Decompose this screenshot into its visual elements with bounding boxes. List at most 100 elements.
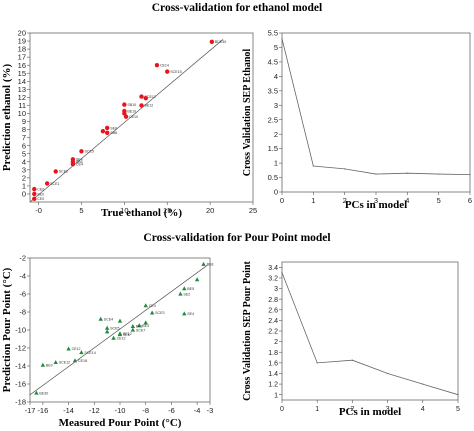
y-tick-label: 1	[274, 392, 278, 399]
series-line	[281, 38, 471, 176]
data-point	[143, 303, 148, 308]
x-tick-label: 6	[468, 196, 472, 205]
data-point	[53, 360, 58, 364]
data-point	[34, 390, 39, 395]
series-line	[281, 272, 459, 396]
y-tick-label: 2.5	[268, 115, 278, 124]
y-axis-label: Cross Validation SEP Pour Point	[242, 260, 253, 400]
data-point-label: CE12	[117, 336, 126, 340]
series-point	[438, 173, 440, 175]
y-tick-label: 12	[18, 93, 26, 102]
data-point	[130, 327, 136, 332]
data-point-label: SB10	[127, 103, 136, 107]
y-tick-label: -14	[15, 362, 26, 371]
x-tick-label: 2	[343, 196, 347, 205]
data-point	[182, 286, 187, 291]
y-tick-label: 1	[274, 159, 278, 168]
y-tick-label: 3	[274, 286, 278, 293]
data-point	[143, 320, 148, 325]
data-point-label: SE0	[37, 192, 44, 196]
y-tick-label: 0	[22, 190, 26, 199]
x-tick-label: -16	[37, 406, 48, 415]
series-point	[375, 173, 377, 175]
y-tick-label: 9	[22, 117, 26, 126]
series-point	[457, 394, 459, 396]
data-point	[137, 323, 142, 328]
data-point-label: SE2	[183, 292, 190, 296]
data-point-label: SB8	[110, 131, 117, 135]
data-point-label: SE4	[76, 158, 83, 162]
y-tick-label: 1.4	[268, 371, 278, 378]
data-point-label: CE4	[76, 162, 83, 166]
y-tick-label: 1.8	[268, 350, 278, 357]
y-tick-label: 4	[22, 157, 26, 166]
y-tick-label: 2.2	[268, 329, 278, 336]
data-point-label: CE14	[160, 63, 169, 67]
data-point	[143, 95, 148, 101]
series-point	[344, 168, 346, 170]
y-tick-label: 2.6	[268, 307, 278, 314]
y-axis-label: Prediction ethanol (%)	[1, 63, 13, 171]
x-tick-label: 10	[120, 206, 128, 215]
y-tick-label: 5	[274, 43, 278, 52]
y-tick-label: 7	[22, 133, 26, 142]
pourpoint-sep-plot: 0 1 2 3 4 511.21.41.61.822.22.42.62.833.23.4P…	[242, 260, 460, 418]
x-axis-label: True ethanol (%)	[101, 207, 182, 219]
x-tick-label: -3	[207, 406, 214, 415]
y-tick-label: -10	[15, 326, 26, 335]
y-tick-label: 1.6	[268, 360, 278, 367]
y-tick-label: -16	[15, 380, 26, 389]
y-tick-label: 2.4	[268, 318, 278, 325]
y-tick-label: 13	[18, 85, 26, 94]
data-point	[122, 102, 127, 107]
data-point	[104, 130, 110, 135]
y-tick-label: 14	[18, 77, 26, 86]
x-tick-label: 1	[311, 196, 315, 205]
x-tick-label: 5	[456, 406, 460, 413]
x-tick-label: 20	[206, 206, 214, 215]
data-point-label: BE5	[187, 287, 194, 291]
data-point	[79, 350, 84, 355]
y-tick-label: 0	[274, 188, 278, 197]
data-point-label: CE0	[37, 187, 44, 191]
plot-frame	[281, 261, 459, 401]
x-tick-label: -10	[115, 406, 126, 415]
data-point-label: BE30	[39, 391, 48, 395]
data-point	[122, 111, 127, 116]
y-tick-label: 3	[22, 165, 26, 174]
data-point	[53, 169, 58, 174]
data-point	[139, 94, 144, 99]
data-point	[66, 346, 71, 351]
series-point	[281, 38, 283, 40]
data-point-label: SE4	[187, 312, 194, 316]
series-point	[422, 383, 424, 385]
data-point	[44, 181, 50, 186]
x-tick-label: 3	[386, 406, 390, 413]
x-tick-label: 2	[350, 406, 354, 413]
y-tick-label: 10	[18, 109, 26, 118]
data-point	[104, 325, 110, 330]
data-point-label: SCE14	[84, 351, 95, 355]
data-point	[100, 128, 106, 134]
x-tick-label: -4	[194, 406, 201, 415]
data-point	[130, 324, 136, 328]
pourpoint-scatter-plot: -17 -16 -14 -12 -10 -8 -6 -4 -3-18-16-14-12-10-8…	[1, 254, 213, 429]
x-tick-label: 25	[249, 206, 257, 215]
y-tick-label: 1	[22, 182, 26, 191]
data-point	[154, 62, 160, 68]
y-tick-label: 3.5	[268, 86, 278, 95]
data-point	[32, 191, 37, 197]
x-tick-label: 5	[437, 196, 441, 205]
series-point	[351, 359, 353, 361]
data-point-label: BE10	[127, 109, 136, 113]
data-point	[32, 196, 37, 201]
data-point	[139, 103, 144, 108]
data-point-label: SB4	[76, 160, 83, 164]
y-axis-label: Prediction Pour Point (°C)	[1, 267, 13, 392]
series-point	[469, 174, 471, 176]
data-point-label: SE8	[110, 126, 117, 130]
y-tick-label: -8	[19, 308, 26, 317]
data-point	[123, 114, 129, 119]
y-tick-label: 1.2	[268, 382, 278, 389]
